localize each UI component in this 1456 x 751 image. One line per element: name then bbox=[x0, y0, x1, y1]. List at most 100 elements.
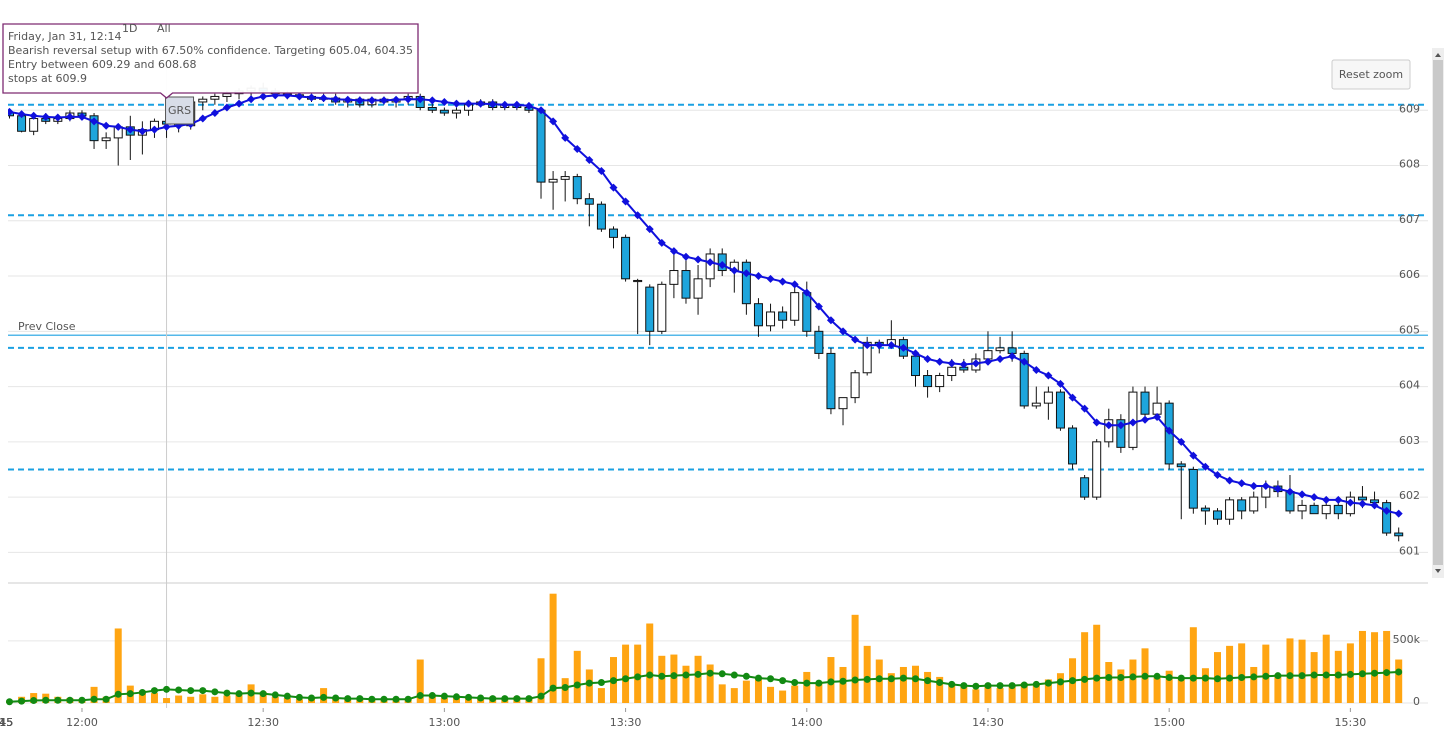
ma-point bbox=[1273, 484, 1282, 493]
x-tick-label: 15:30 bbox=[1335, 716, 1367, 729]
volume-ma-point bbox=[1298, 672, 1306, 680]
volume-bar bbox=[791, 685, 799, 703]
ma-point bbox=[1116, 421, 1125, 430]
ma-point bbox=[537, 106, 546, 115]
volume-ma-point bbox=[972, 682, 980, 690]
volume-bar bbox=[694, 655, 702, 703]
ma-point bbox=[730, 266, 739, 275]
ma-point bbox=[1092, 418, 1101, 427]
volume-ma-point bbox=[682, 671, 690, 679]
candle-body bbox=[1213, 510, 1222, 520]
x-tick-label: 12:15 bbox=[0, 716, 13, 729]
volume-ma-point bbox=[428, 692, 436, 700]
ma-point bbox=[1165, 426, 1174, 435]
volume-bar bbox=[779, 690, 787, 703]
volume-bar bbox=[706, 664, 714, 703]
volume-bar bbox=[972, 689, 980, 703]
ma-point bbox=[863, 341, 872, 350]
volume-ma-point bbox=[767, 675, 775, 683]
y-tick-label: 604 bbox=[1399, 379, 1420, 392]
volume-ma-point bbox=[1214, 675, 1221, 683]
volume-bar bbox=[1395, 659, 1403, 703]
volume-ma-point bbox=[1008, 682, 1016, 690]
range-button[interactable]: All bbox=[157, 22, 171, 35]
ma-point bbox=[911, 349, 920, 358]
reset-button[interactable]: Reset zoom bbox=[1339, 68, 1403, 81]
volume-ma-point bbox=[960, 682, 968, 690]
ma-point bbox=[392, 95, 401, 104]
flag-box bbox=[165, 96, 195, 125]
volume-ma-point bbox=[90, 695, 98, 703]
candle-body bbox=[101, 137, 111, 142]
ma-point bbox=[706, 258, 715, 267]
volume-bar bbox=[1177, 678, 1185, 703]
ma-point bbox=[524, 101, 533, 110]
volume-bar bbox=[1358, 630, 1366, 703]
volume-bar bbox=[1383, 630, 1391, 703]
volume-ma-point bbox=[1262, 672, 1270, 680]
scroll-up[interactable] bbox=[1435, 53, 1441, 57]
volume-bar bbox=[163, 698, 171, 703]
candle-body bbox=[89, 115, 99, 142]
volume-bar bbox=[1093, 624, 1101, 703]
volume-ma-point bbox=[416, 692, 424, 700]
ma-point bbox=[971, 359, 980, 368]
candle-body bbox=[645, 286, 655, 332]
volume-ma-point bbox=[1322, 671, 1330, 679]
candle-body bbox=[198, 98, 208, 103]
volume-ma-point bbox=[1081, 675, 1089, 683]
range-button[interactable]: 1D bbox=[122, 22, 137, 35]
y-tick-label: 601 bbox=[1399, 544, 1420, 557]
ma-point bbox=[573, 144, 582, 153]
ma-point bbox=[488, 100, 497, 109]
volume-bar bbox=[1274, 674, 1282, 703]
ma-point bbox=[1177, 437, 1186, 446]
volume-ma-point bbox=[223, 689, 231, 697]
volume-ma-point bbox=[948, 680, 956, 688]
ma-point bbox=[1370, 501, 1379, 510]
volume-ma-point bbox=[1334, 671, 1342, 679]
ma-point bbox=[440, 97, 449, 106]
reset-button-box[interactable] bbox=[1331, 59, 1411, 90]
volume-ma-point bbox=[718, 670, 726, 678]
tooltip-box bbox=[2, 23, 419, 99]
volume-ma-point bbox=[863, 675, 871, 683]
volume-bar bbox=[271, 696, 279, 703]
candle-body bbox=[584, 198, 594, 205]
volume-bar bbox=[1226, 645, 1234, 703]
volume-ma-point bbox=[1274, 672, 1282, 680]
volume-ma-point bbox=[1141, 672, 1149, 680]
volume-bar bbox=[440, 698, 448, 703]
scrollbar-thumb[interactable] bbox=[1433, 60, 1443, 565]
candle-body bbox=[621, 236, 631, 280]
ma-point bbox=[996, 354, 1005, 363]
volume-ma-point bbox=[537, 692, 545, 700]
candle-body bbox=[210, 95, 220, 100]
volume-bar bbox=[863, 645, 871, 703]
volume-bar bbox=[839, 666, 847, 703]
ma-point bbox=[1358, 499, 1367, 508]
ma-point bbox=[959, 360, 968, 369]
volume-ma-point bbox=[1238, 674, 1246, 682]
volume-bar bbox=[150, 693, 158, 703]
volume-ma-point bbox=[887, 675, 895, 683]
x-tick-label: 14:30 bbox=[972, 716, 1004, 729]
volume-ma-point bbox=[211, 688, 219, 696]
ma-point bbox=[1346, 498, 1355, 507]
ma-point bbox=[1298, 490, 1307, 499]
volume-ma-point bbox=[525, 695, 533, 703]
candle-body bbox=[790, 292, 800, 321]
volume-bar bbox=[960, 686, 968, 703]
scroll-down[interactable] bbox=[1435, 569, 1441, 573]
volume-bar bbox=[899, 666, 907, 703]
ma-point bbox=[150, 125, 159, 134]
ma-point bbox=[681, 252, 690, 261]
volume-ma-point bbox=[646, 671, 654, 679]
candle-body bbox=[1104, 419, 1114, 443]
volume-bar bbox=[730, 688, 738, 703]
volume-bar bbox=[948, 683, 956, 703]
ma-point bbox=[17, 110, 26, 119]
x-tick-label: 15:00 bbox=[1153, 716, 1185, 729]
candle-body bbox=[572, 176, 582, 200]
